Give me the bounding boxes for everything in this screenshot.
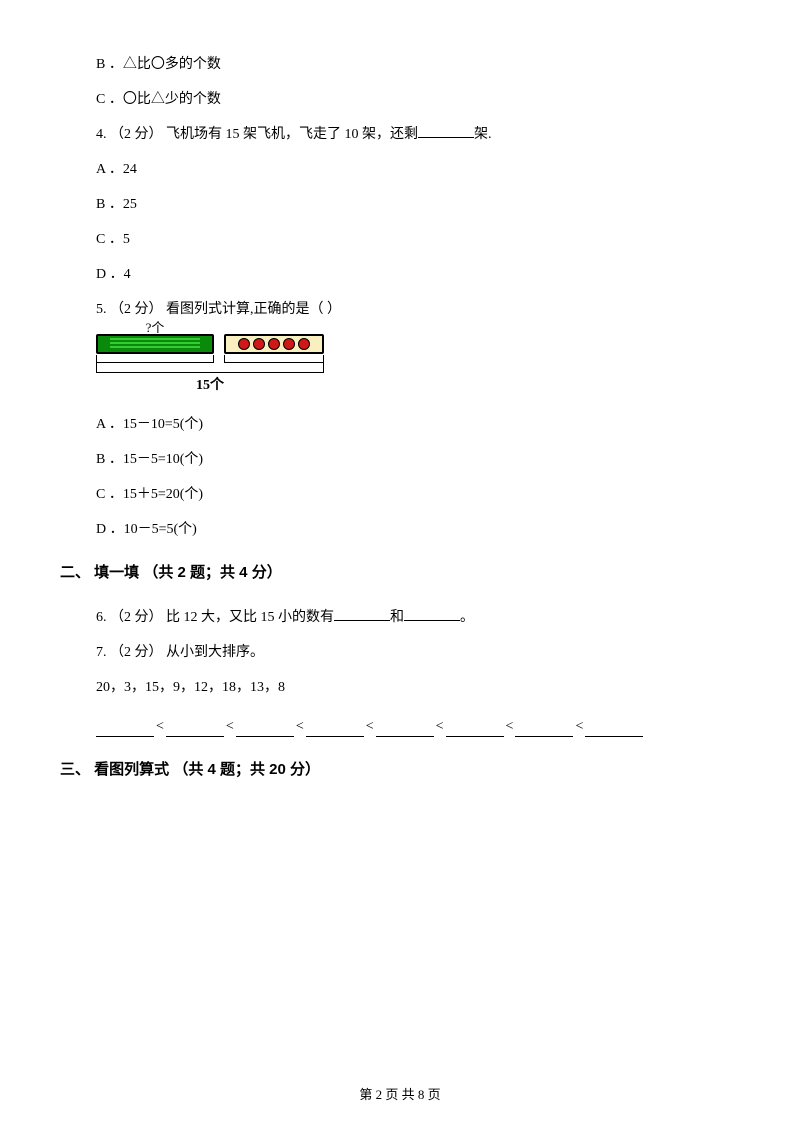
lt-sep: < xyxy=(436,716,444,737)
q7-blank xyxy=(166,723,224,737)
q7-numbers: 20，3，15，9，12，18，13，8 xyxy=(96,677,740,698)
lt-sep: < xyxy=(296,716,304,737)
q5-choice-b: B ．15－5=10(个) xyxy=(96,449,740,470)
q6-text-mid: 和 xyxy=(390,610,404,625)
q4-choice-b: B ．25 xyxy=(96,194,740,215)
section-2-header: 二、 填一填 （共 2 题；共 4 分） xyxy=(60,562,740,585)
green-tray: ?个 xyxy=(96,334,214,363)
q5-choice-d: D ．10－5=5(个) xyxy=(96,519,740,540)
lt-sep: < xyxy=(156,716,164,737)
q7-sequence: < < < < < < < xyxy=(96,716,740,737)
q4-text-2: 架. xyxy=(474,127,492,142)
page-footer: 第 2 页 共 8 页 xyxy=(0,1085,800,1105)
q5-choice-a: A ．15－10=5(个) xyxy=(96,414,740,435)
lt-sep: < xyxy=(506,716,514,737)
q7-blank xyxy=(306,723,364,737)
q7-blank xyxy=(446,723,504,737)
lt-sep: < xyxy=(575,716,583,737)
q7-stem: 7. （2 分） 从小到大排序。 xyxy=(96,642,740,663)
q4-choice-d: D ．4 xyxy=(96,264,740,285)
q5-figure: ?个 15个 xyxy=(96,334,336,396)
yellow-tray xyxy=(224,334,324,363)
green-qmark-label: ?个 xyxy=(146,318,165,338)
q6-blank-1 xyxy=(334,607,390,621)
q4-blank xyxy=(418,124,474,138)
q7-blank xyxy=(96,723,154,737)
q6-stem: 6. （2 分） 比 12 大，又比 15 小的数有 和 。 xyxy=(96,607,740,628)
lt-sep: < xyxy=(366,716,374,737)
q7-blank xyxy=(515,723,573,737)
ball-icon xyxy=(298,338,310,350)
ball-icon xyxy=(238,338,250,350)
q6-text-tail: 。 xyxy=(460,610,474,625)
q7-blank xyxy=(585,723,643,737)
lt-sep: < xyxy=(226,716,234,737)
q5-stem: 5. （2 分） 看图列式计算,正确的是（ ） xyxy=(96,299,740,320)
q4-text-1: 4. （2 分） 飞机场有 15 架飞机，飞走了 10 架，还剩 xyxy=(96,127,418,142)
q4-stem: 4. （2 分） 飞机场有 15 架飞机，飞走了 10 架，还剩 架. xyxy=(96,124,740,145)
q7-blank xyxy=(376,723,434,737)
ball-icon xyxy=(283,338,295,350)
ball-icon xyxy=(253,338,265,350)
q4-choice-a: A ．24 xyxy=(96,159,740,180)
q5-choice-c: C ．15＋5=20(个) xyxy=(96,484,740,505)
q4-choice-c: C ．5 xyxy=(96,229,740,250)
q3-choice-c: C ．〇比△少的个数 xyxy=(96,89,740,110)
ball-icon xyxy=(268,338,280,350)
q6-text-1: 6. （2 分） 比 12 大，又比 15 小的数有 xyxy=(96,610,334,625)
section-3-header: 三、 看图列算式 （共 4 题；共 20 分） xyxy=(60,759,740,782)
figure-total-label: 15个 xyxy=(96,375,324,396)
q7-blank xyxy=(236,723,294,737)
q6-blank-2 xyxy=(404,607,460,621)
q3-choice-b: B ．△比〇多的个数 xyxy=(96,54,740,75)
